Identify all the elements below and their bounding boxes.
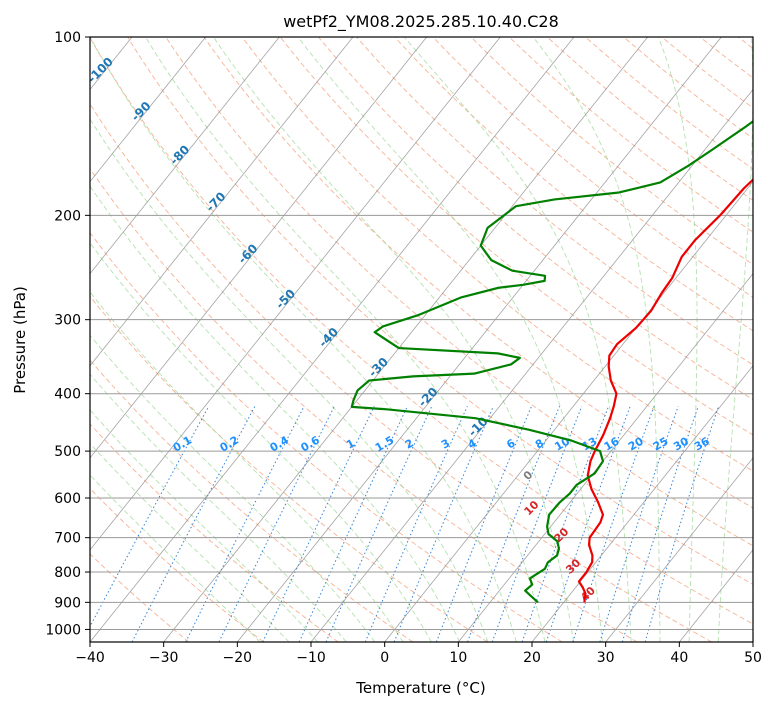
dry-adiabat-line [470, 37, 753, 265]
moist-adiabat-line [658, 37, 698, 642]
moist-adiabat-line [90, 334, 376, 642]
y-tick-label: 800 [54, 565, 81, 581]
dry-adiabat-line [318, 37, 753, 401]
isotherms [90, 37, 753, 642]
y-tick-label: 600 [54, 491, 81, 507]
mixing-ratio-line [521, 406, 610, 642]
dry-adiabat-line [90, 37, 753, 625]
y-axis-label: Pressure (hPa) [11, 286, 29, 394]
chart-title: wetPf2_YM08.2025.285.10.40.C28 [283, 12, 559, 32]
isotherm-line [90, 37, 427, 459]
plot-frame [89, 36, 754, 643]
dry-adiabat-line [279, 37, 753, 436]
y-tick-label: 200 [54, 208, 81, 224]
moist-adiabat-line [90, 185, 461, 642]
moist-adiabat-line [90, 474, 261, 642]
isotherm-line [90, 37, 206, 183]
isotherm-line [531, 365, 753, 642]
moist-adiabat-line [90, 118, 489, 642]
isotherm-line [163, 37, 648, 642]
mixing-ratio-line [393, 406, 494, 642]
x-tick-label: −30 [149, 650, 179, 666]
mixing-ratio-line [364, 406, 468, 642]
isotherm-line [310, 88, 753, 642]
isotherm-line [90, 37, 575, 642]
dewpoint-profile-line [350, 120, 753, 604]
mixing-ratio-line [298, 406, 408, 642]
moist-adiabat-line [297, 37, 603, 642]
dry-adiabat-line [203, 37, 753, 509]
moist-adiabat-line [717, 37, 753, 642]
dry-adiabat-line [165, 37, 753, 547]
moist-adiabat-line [90, 37, 517, 642]
isotherm-line [90, 37, 354, 367]
series-layer [350, 120, 753, 604]
isotherm-line [237, 37, 722, 642]
x-tick-label: 0 [380, 650, 389, 666]
isotherm-line [384, 180, 753, 642]
moist-adiabat-line [90, 242, 432, 642]
x-tick-label: 40 [670, 650, 688, 666]
x-axis-label: Temperature (°C) [355, 679, 485, 697]
x-tick-label: 30 [597, 650, 615, 666]
axes: −40 −30 −20 −10 0 10 20 30 40 50 100 200 300 400 500 60… [45, 30, 762, 666]
y-tick-label: 300 [54, 313, 81, 329]
dry-adiabat-line [90, 423, 339, 642]
moist-adiabat-line [90, 442, 290, 642]
moist-adiabat-line [403, 37, 632, 642]
dry-adiabat-line [90, 167, 638, 642]
moist-adiabat-line [532, 37, 661, 642]
isotherm-line [458, 273, 753, 642]
dry-adiabat-line [547, 37, 753, 201]
dry-adiabat-line [90, 103, 712, 642]
dry-adiabat-line [90, 487, 264, 642]
mixing-ratio-line [325, 406, 433, 642]
y-tick-label: 900 [54, 595, 81, 611]
dry-adiabat-line [394, 37, 753, 332]
y-tick-label: 100 [54, 30, 81, 46]
isotherm-line [605, 457, 753, 642]
x-tick-label: 20 [523, 650, 541, 666]
isotherm-line [90, 37, 280, 275]
x-tick-label: −40 [75, 650, 105, 666]
y-tick-label: 1000 [45, 622, 81, 638]
x-tick-label: 10 [449, 650, 467, 666]
y-tick-label: 400 [54, 387, 81, 403]
y-tick-label: 500 [54, 444, 81, 460]
y-tick-label: 700 [54, 531, 81, 547]
dry-adiabat-line [90, 231, 563, 642]
temperature-profile-line [577, 178, 753, 603]
moist-adiabat-line [90, 291, 404, 642]
dry-adiabat-line [127, 37, 753, 585]
dry-adiabats [90, 37, 753, 642]
moist-adiabat-line [212, 37, 575, 642]
dry-adiabat-line [90, 359, 414, 642]
x-tick-label: 50 [744, 650, 762, 666]
dry-adiabat-line [90, 295, 488, 642]
isobars [90, 37, 753, 630]
mixing-ratio-line [262, 406, 375, 642]
x-tick-label: −10 [296, 650, 326, 666]
isotherm-line [90, 37, 501, 551]
x-tick-label: −20 [223, 650, 253, 666]
